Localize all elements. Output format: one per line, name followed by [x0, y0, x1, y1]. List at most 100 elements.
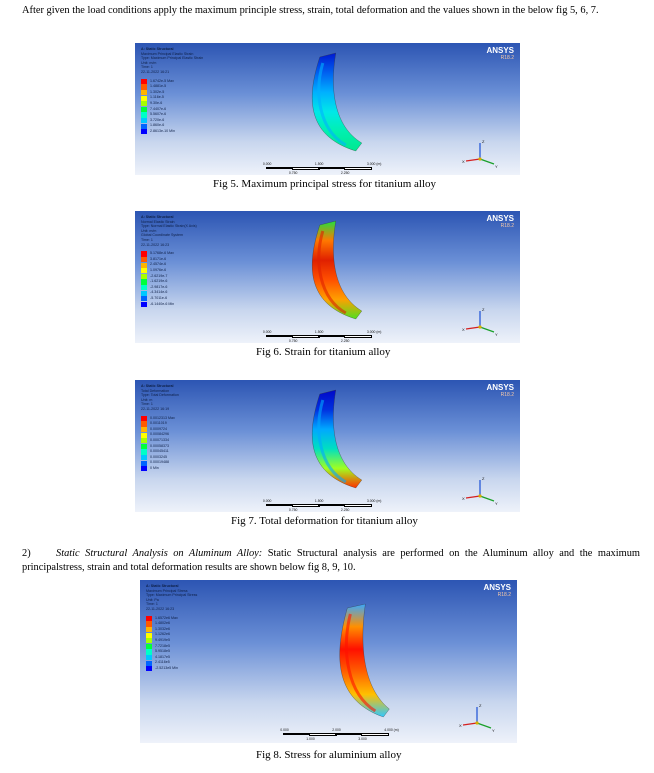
triad-label-y: Y — [495, 332, 498, 337]
scale-segment — [291, 335, 320, 338]
color-legend: 0.0012313 Max 0.0011019 0.0009724 0.0008429… — [141, 416, 175, 472]
legend-value: 0.0011019 — [150, 421, 167, 426]
legend-value: -5.7011e-6 — [150, 295, 168, 300]
legend-swatch — [141, 268, 147, 274]
legend-entry: 1.302e-5 — [141, 90, 175, 96]
triad-label-y: Y — [495, 164, 498, 169]
legend-entry: 0.0009724 — [141, 427, 175, 433]
legend-entry: 1.4881e-5 — [141, 84, 175, 90]
section-paragraph: 2) Static Structural Analysis on Aluminum… — [22, 547, 640, 575]
legend-entry: 0 Min — [141, 466, 175, 472]
legend-swatch — [141, 78, 147, 84]
legend-entry: 0.00019488 — [141, 460, 175, 466]
model-view: Z Y X — [339, 603, 495, 733]
scale-label: 1.500 — [314, 162, 324, 166]
legend-swatch — [141, 443, 147, 449]
ansys-release: R18.2 — [500, 223, 514, 229]
legend-value: 1.302e-5 — [150, 89, 165, 94]
triad-label-y: Y — [495, 501, 498, 506]
figure-6-caption: Fig 6. Strain for titanium alloy — [256, 346, 391, 358]
curved-part — [312, 220, 363, 320]
header-line: Type: Maximum Principal Elastic Strain — [141, 56, 204, 61]
legend-value: 9.30e-6 — [150, 100, 163, 105]
figure-7-caption: Fig 7. Total deformation for titanium al… — [231, 515, 418, 527]
legend-swatch — [141, 95, 147, 101]
figure-8-caption: Fig 8. Stress for aluminium alloy — [256, 749, 402, 761]
color-legend: 1.6572e6 Max 1.4802e6 1.3032e6 1.1262e6 9.49… — [146, 616, 178, 672]
legend-entry: -1.6219e-6 — [141, 279, 174, 285]
legend-entry: 1.0976e-6 — [141, 268, 174, 274]
legend-entry: 0.00084296 — [141, 432, 175, 438]
scale-label: 0.000 — [262, 499, 272, 503]
header-line: Unit: m/m — [141, 60, 157, 65]
header-line: Unit: m — [141, 397, 153, 402]
legend-value: 1.1262e6 — [155, 632, 170, 637]
legend-value: 1.116e-5 — [150, 95, 164, 100]
header-line: Type: Maximum Principal Stress — [146, 593, 198, 598]
triad-label-z: Z — [482, 139, 485, 144]
legend-entry: 0.00071334 — [141, 438, 175, 444]
legend-entry: 1.3032e6 — [146, 627, 178, 633]
ansys-brand: ANSYS — [486, 383, 514, 392]
scale-label: 3.000 (m) — [366, 330, 382, 334]
legend-entry: 0.0012313 Max — [141, 416, 175, 422]
legend-value: 1.3032e6 — [155, 626, 170, 631]
header-line: Type: Normal Elastic Strain(X Axis) — [141, 224, 197, 229]
header-line: Unit: Pa — [146, 597, 159, 602]
legend-entry: 1.860e-6 — [141, 123, 175, 129]
legend-swatch — [141, 301, 147, 307]
ansys-logo: ANSYS R18.2 — [486, 214, 514, 229]
legend-value: 0 Min — [150, 465, 159, 470]
legend-value: 0.00071334 — [150, 437, 169, 442]
scale-label: 0.750 — [288, 171, 298, 175]
header-line: Unit: m/m — [141, 228, 157, 233]
legend-swatch — [141, 117, 147, 124]
stress-band — [344, 613, 377, 713]
section-title: Static Structural Analysis on Aluminum A… — [56, 548, 263, 559]
model-view: Z Y X — [312, 52, 498, 169]
color-legend: 1.6742e-5 Max 1.4881e-5 1.302e-5 1.116e-5 9.… — [141, 79, 175, 135]
ansys-logo: ANSYS R18.2 — [486, 46, 514, 61]
legend-value: 3.720e-6 — [150, 117, 165, 122]
legend-value: 0.00084296 — [150, 432, 169, 437]
header-line: Time: 1 — [146, 602, 158, 607]
result-header: A: Static Structural Normal Elastic Strai… — [141, 215, 197, 247]
scale-label: 4.000 (m) — [384, 728, 399, 732]
legend-value: 0.00058373 — [150, 443, 169, 448]
ansys-logo: ANSYS R18.2 — [486, 383, 514, 398]
scale-label: 2.250 — [340, 508, 350, 512]
ansys-brand: ANSYS — [486, 214, 514, 223]
triad-label-x: X — [462, 496, 465, 501]
legend-swatch — [141, 112, 147, 118]
color-legend: 5.1768e-6 Max 3.8171e-6 2.4574e-6 1.0976e-6… — [141, 251, 174, 307]
legend-swatch — [141, 426, 147, 433]
legend-entry: 1.1262e6 — [146, 632, 178, 638]
scale-segment — [283, 733, 310, 735]
result-header: A: Static Structural Total Deformation Typ… — [141, 384, 179, 412]
legend-swatch — [141, 449, 147, 455]
legend-entry: 0.0011019 — [141, 421, 175, 427]
stress-band — [317, 230, 347, 315]
scale-label: 3.000 (m) — [366, 499, 382, 503]
scale-label: 0.750 — [288, 508, 298, 512]
ansys-brand: ANSYS — [483, 583, 511, 592]
analysis-title: A: Static Structural — [141, 215, 174, 219]
triad-label-z: Z — [482, 476, 485, 481]
scale-segment — [343, 504, 372, 507]
legend-entry: 4.1817e5 — [146, 655, 178, 661]
legend-entry: 1.6742e-5 Max — [141, 79, 175, 85]
triad-label-z: Z — [482, 307, 485, 312]
header-line: 22-11-2022 16:23 — [141, 242, 170, 247]
figure-7-image: Z Y X A: Static Structural Total Deformation… — [135, 380, 520, 512]
scale-segment — [291, 504, 320, 507]
legend-entry: 9.4919e5 — [146, 638, 178, 644]
legend-swatch — [141, 123, 147, 129]
header-line: Time: 1 — [141, 237, 153, 242]
section-body: Static Structural analysis are performed… — [22, 548, 640, 573]
scale-segment — [361, 733, 390, 736]
legend-swatch — [141, 89, 147, 96]
result-header: A: Static Structural Maximum Principal El… — [141, 47, 203, 75]
legend-swatch — [146, 615, 152, 621]
legend-value: 1.6742e-5 Max — [150, 78, 174, 83]
legend-swatch — [141, 415, 147, 421]
